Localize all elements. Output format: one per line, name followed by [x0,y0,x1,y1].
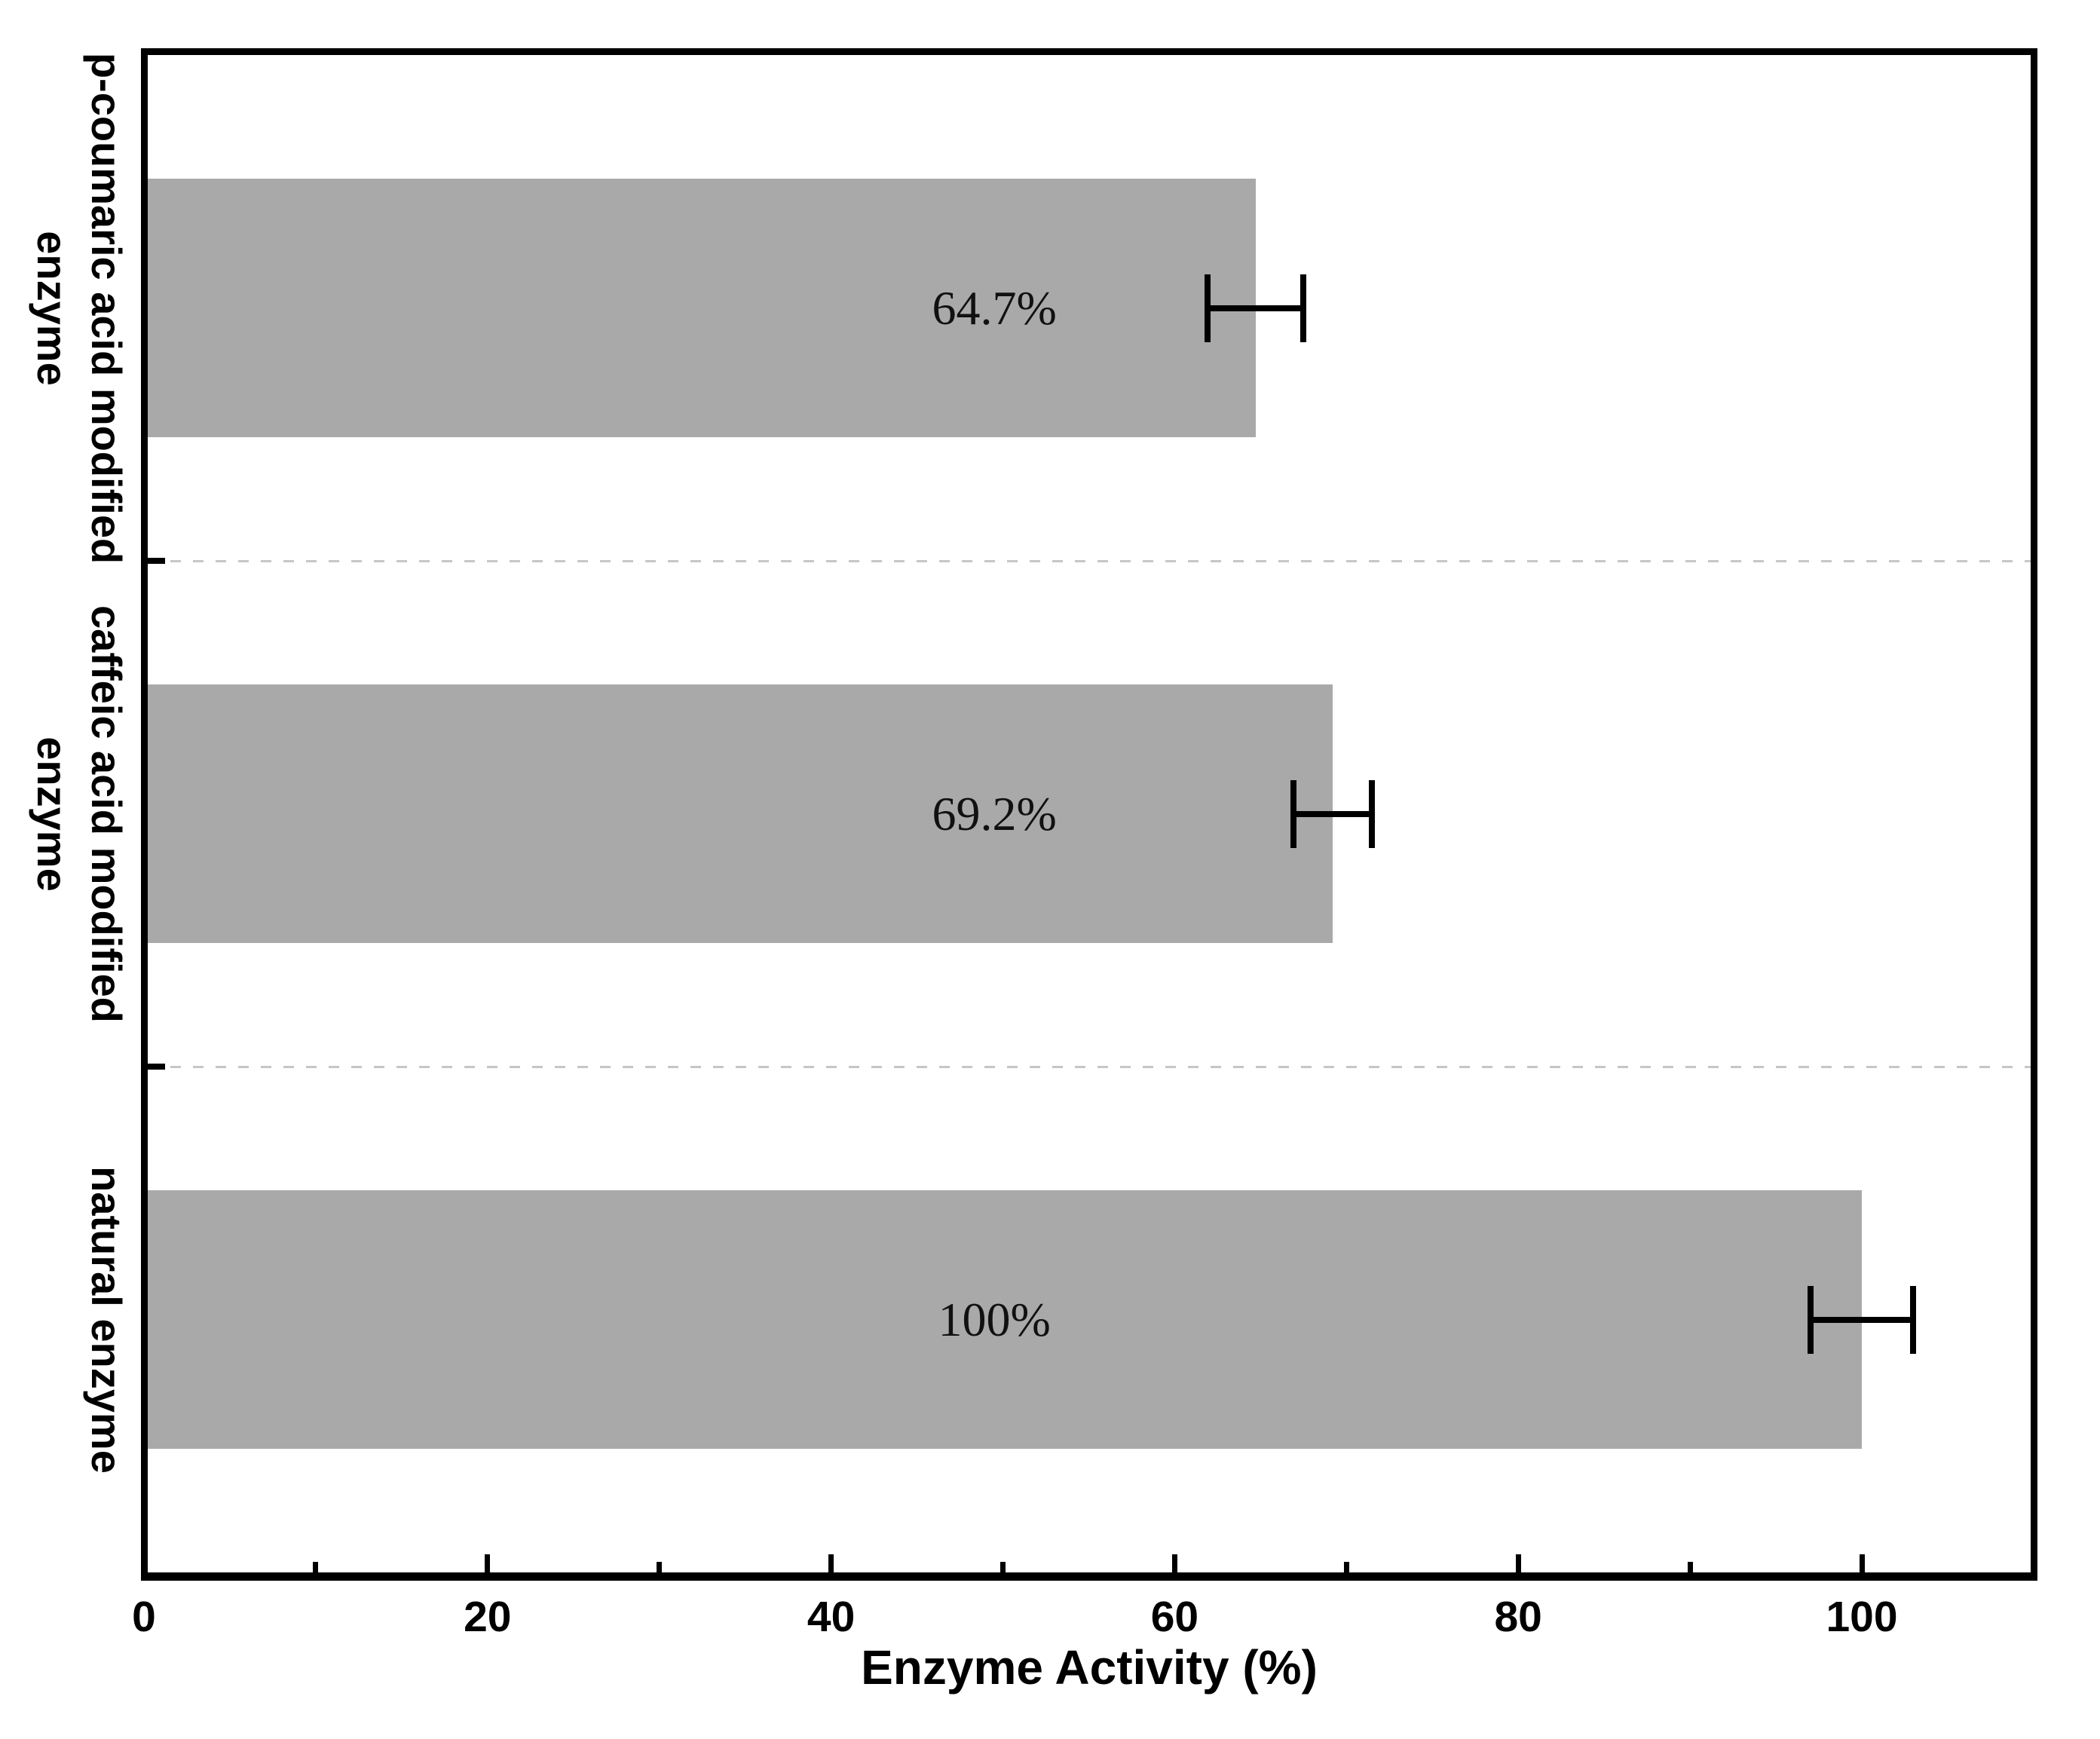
bar-2 [144,1190,1862,1449]
x-minor-tick-70 [1343,1562,1349,1572]
error-bar-cap-1-0 [1290,779,1296,848]
x-minor-tick-10 [313,1562,319,1572]
x-minor-tick-30 [657,1562,663,1572]
bar-value-label-1: 69.2% [932,786,1057,840]
x-minor-tick-90 [1687,1562,1693,1572]
x-tick-label-100: 100 [1826,1593,1898,1641]
category-separator-1 [148,559,2031,562]
x-tick-label-20: 20 [464,1593,512,1641]
y-axis-tick-2 [144,1064,165,1070]
error-bar-cap-0-0 [1204,274,1211,342]
error-bar-line-1 [1293,810,1373,817]
x-major-tick-40 [828,1554,834,1572]
y-category-label-1: caffeic acid modified enzyme [29,605,130,1023]
x-tick-label-0: 0 [132,1593,156,1641]
error-bar-line-2 [1810,1316,1914,1323]
bar-value-label-2: 100% [938,1292,1051,1346]
error-bar-cap-2-1 [1910,1285,1917,1354]
x-major-tick-100 [1859,1554,1865,1572]
error-bar-cap-1-1 [1369,779,1376,848]
bar-1 [144,684,1333,943]
x-major-tick-20 [485,1554,491,1572]
plot-area: 64.7% 69.2% 100% [144,55,2031,1572]
category-separator-2 [148,1065,2031,1068]
bar-0 [144,179,1256,437]
error-bar-cap-2-0 [1807,1285,1814,1354]
y-category-label-0: p-coumaric acid modified enzyme [29,52,130,564]
x-tick-label-80: 80 [1494,1593,1542,1641]
x-major-tick-80 [1515,1554,1521,1572]
error-bar-line-0 [1207,305,1304,311]
x-tick-label-40: 40 [807,1593,856,1641]
bar-value-label-0: 64.7% [932,280,1057,335]
x-major-tick-60 [1171,1554,1177,1572]
x-axis-title: Enzyme Activity (%) [861,1640,1318,1695]
y-category-label-2: natural enzyme [83,1165,130,1474]
y-axis-tick-1 [144,558,165,564]
error-bar-cap-0-1 [1300,274,1307,342]
x-minor-tick-50 [1000,1562,1006,1572]
x-tick-label-60: 60 [1150,1593,1199,1641]
